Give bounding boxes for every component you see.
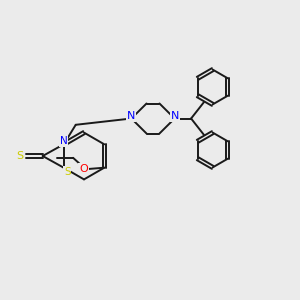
Text: S: S bbox=[64, 167, 70, 177]
Text: N: N bbox=[170, 111, 179, 121]
Text: S: S bbox=[16, 151, 24, 161]
Text: O: O bbox=[79, 164, 88, 174]
Text: N: N bbox=[127, 111, 136, 121]
Text: N: N bbox=[60, 136, 68, 146]
